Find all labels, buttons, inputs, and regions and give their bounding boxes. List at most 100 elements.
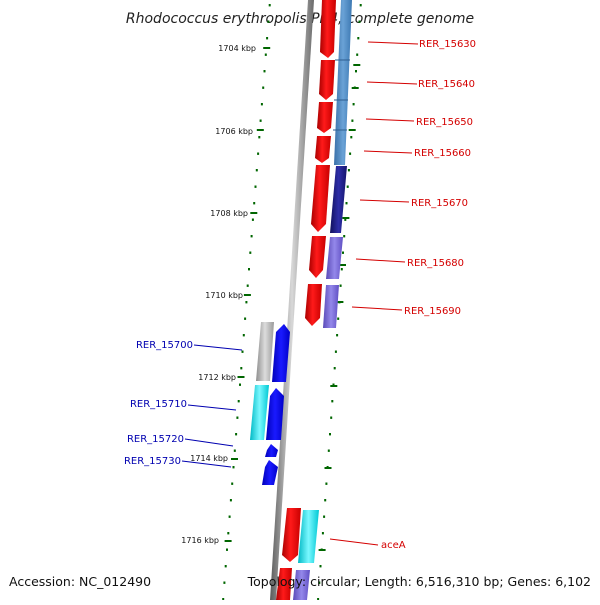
kbp-label: 1716 kbp xyxy=(181,536,219,545)
minor-tick xyxy=(237,400,240,403)
feature-blue-arrow xyxy=(272,324,290,382)
minor-tick xyxy=(249,251,252,254)
minor-tick xyxy=(337,317,340,320)
gene-label[interactable]: RER_15640 xyxy=(418,79,475,90)
minor-tick xyxy=(330,416,333,419)
minor-tick xyxy=(266,37,269,40)
minor-tick xyxy=(345,202,348,205)
kbp-label: 1712 kbp xyxy=(198,373,236,382)
minor-tick xyxy=(268,4,271,7)
major-tick xyxy=(348,129,356,131)
major-tick xyxy=(318,549,326,551)
minor-tick xyxy=(248,268,250,271)
gene-label[interactable]: RER_15720 xyxy=(127,434,184,445)
gene-label[interactable]: RER_15730 xyxy=(124,456,181,467)
feature-red-arrow xyxy=(309,236,326,278)
leader-line xyxy=(193,344,243,351)
minor-tick xyxy=(242,334,245,337)
minor-tick xyxy=(267,20,270,23)
major-tick xyxy=(351,87,359,89)
leader-line xyxy=(365,118,415,122)
map-title: Rhodococcus erythropolis PR4, complete g… xyxy=(126,11,474,27)
minor-tick xyxy=(334,350,337,353)
minor-tick xyxy=(352,103,355,106)
minor-tick xyxy=(358,20,361,23)
minor-tick xyxy=(343,235,346,238)
kbp-label: 1708 kbp xyxy=(210,209,248,218)
minor-tick xyxy=(231,482,234,485)
minor-tick xyxy=(254,185,257,188)
gene-label[interactable]: RER_15710 xyxy=(130,399,187,410)
feature-red-arrow xyxy=(317,102,333,133)
minor-tick xyxy=(228,515,231,518)
position-labels: 1704 kbp 1706 kbp 1708 kbp 1710 kbp 1712… xyxy=(181,44,256,545)
minor-tick xyxy=(235,433,238,436)
feature-blue-arrow xyxy=(265,444,278,457)
minor-tick xyxy=(327,449,330,452)
minor-tick xyxy=(232,466,235,469)
kbp-label: 1704 kbp xyxy=(218,44,256,53)
minor-tick xyxy=(223,581,226,584)
minor-tick xyxy=(336,334,339,337)
minor-tick xyxy=(331,400,334,403)
feature-gray xyxy=(256,322,274,381)
minor-tick xyxy=(240,367,243,370)
major-tick xyxy=(231,458,238,460)
minor-tick xyxy=(224,565,227,568)
gene-label[interactable]: RER_15670 xyxy=(411,198,468,209)
major-tick xyxy=(250,212,258,214)
major-tick xyxy=(330,385,338,387)
minor-tick xyxy=(318,581,321,584)
gene-label[interactable]: RER_15680 xyxy=(407,258,464,269)
minor-tick xyxy=(342,251,344,254)
minor-tick xyxy=(339,284,342,287)
leader-line xyxy=(181,460,232,468)
major-tick xyxy=(353,64,361,66)
gene-label[interactable]: aceA xyxy=(381,540,406,551)
feature-cyan xyxy=(298,510,319,563)
feature-blue-arrow xyxy=(266,388,284,440)
minor-tick xyxy=(258,136,261,139)
major-tick xyxy=(256,129,264,131)
major-tick xyxy=(224,540,232,542)
gene-label[interactable]: RER_15650 xyxy=(416,117,473,128)
leader-line xyxy=(351,306,403,311)
feature-navy xyxy=(330,166,347,233)
gene-label[interactable]: RER_15700 xyxy=(136,340,193,351)
feature-red-arrow xyxy=(305,284,322,326)
minor-tick xyxy=(260,103,263,106)
feature-slate xyxy=(326,237,343,279)
minor-tick xyxy=(355,70,357,73)
minor-tick xyxy=(346,185,349,188)
feature-red-arrow xyxy=(282,508,301,562)
minor-tick xyxy=(262,86,265,89)
feature-blue-arrow xyxy=(262,460,278,485)
feature-red-arrow xyxy=(276,568,292,600)
gene-label[interactable]: RER_15660 xyxy=(414,148,471,159)
minor-tick xyxy=(250,235,253,238)
minor-tick xyxy=(264,53,267,56)
minor-tick xyxy=(350,136,353,139)
tick-tracks xyxy=(222,4,362,601)
minor-tick xyxy=(319,565,322,568)
major-tick xyxy=(339,264,346,266)
minor-tick xyxy=(357,37,360,40)
minor-tick xyxy=(344,218,347,221)
genome-backbone xyxy=(270,0,314,600)
gene-label[interactable]: RER_15690 xyxy=(404,306,461,317)
minor-tick xyxy=(227,532,230,535)
minor-tick xyxy=(255,169,258,172)
minor-tick xyxy=(351,119,354,122)
leader-line xyxy=(184,438,234,447)
leader-line xyxy=(187,404,237,411)
feature-slate xyxy=(323,285,339,328)
minor-tick xyxy=(226,548,228,551)
gene-label[interactable]: RER_15630 xyxy=(419,39,476,50)
minor-tick xyxy=(246,284,249,287)
minor-tick xyxy=(317,598,320,601)
minor-tick xyxy=(329,433,331,436)
feature-red-arrow xyxy=(315,136,331,163)
feature-slate xyxy=(293,570,310,600)
minor-tick xyxy=(229,499,232,502)
